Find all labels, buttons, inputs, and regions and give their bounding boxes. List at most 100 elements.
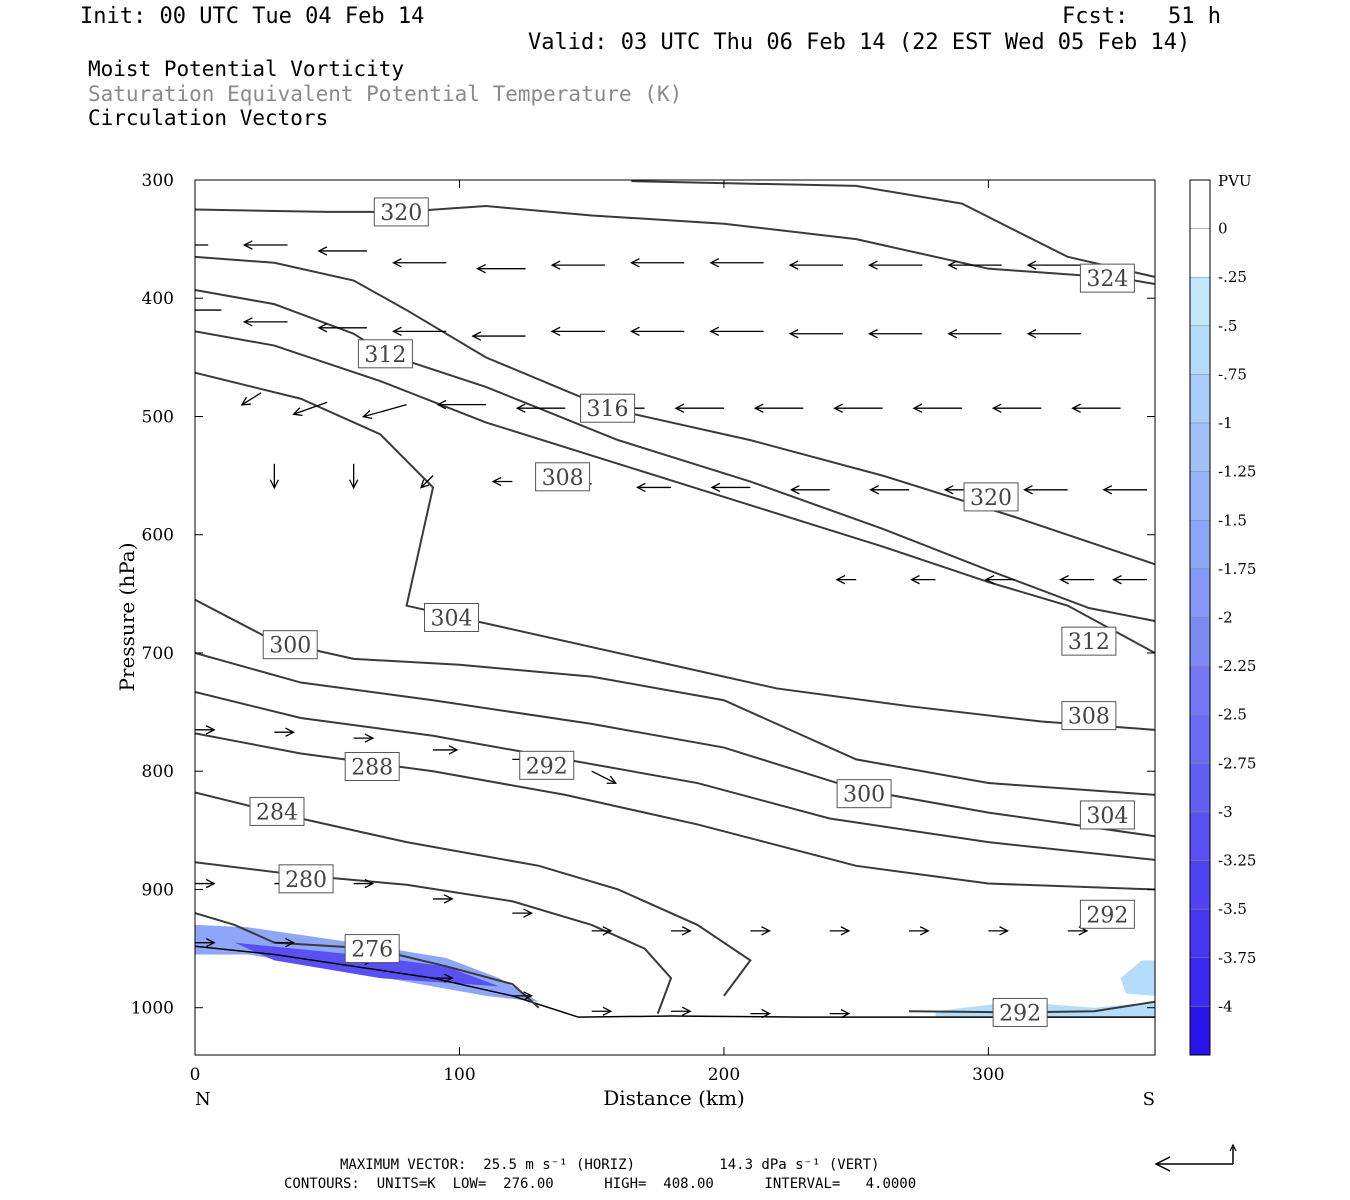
field-label-mpv: Moist Potential Vorticity bbox=[88, 57, 405, 81]
contour-label-text: 324 bbox=[1086, 267, 1128, 292]
vector-head bbox=[674, 403, 685, 413]
contour-label: 308 bbox=[1061, 701, 1117, 731]
contour-label: 300 bbox=[262, 630, 318, 660]
vector-head bbox=[165, 241, 173, 249]
vector-head bbox=[523, 908, 533, 918]
vector-head bbox=[420, 479, 430, 489]
vector-head bbox=[1026, 260, 1037, 270]
vector-head bbox=[242, 240, 253, 250]
vector-head bbox=[550, 260, 561, 270]
vector-head bbox=[868, 329, 878, 339]
x-tick-label: 100 bbox=[443, 1065, 475, 1085]
circulation-vector bbox=[349, 463, 359, 490]
circulation-vector bbox=[835, 574, 857, 585]
vector-shaft bbox=[293, 401, 328, 415]
theta-contour-284 bbox=[195, 791, 752, 997]
colorbar-swatch bbox=[1189, 957, 1211, 1007]
colorbar-swatch bbox=[1189, 374, 1211, 424]
contour-label: 292 bbox=[519, 750, 575, 780]
colorbar-label: -2 bbox=[1218, 609, 1233, 627]
circulation-vector bbox=[242, 240, 288, 250]
x-axis-label: Distance (km) bbox=[603, 1086, 745, 1110]
vector-head bbox=[984, 574, 995, 585]
contour-label-box bbox=[1079, 263, 1135, 293]
circulation-vector bbox=[674, 403, 724, 413]
circulation-vector bbox=[591, 926, 613, 936]
vector-head bbox=[606, 775, 617, 784]
vector-head bbox=[240, 396, 251, 406]
contour-label-box bbox=[580, 393, 636, 423]
contour-label: 320 bbox=[373, 197, 429, 227]
colorbar-swatch bbox=[1189, 276, 1211, 327]
field-label-theta-es: Saturation Equivalent Potential Temperat… bbox=[88, 82, 683, 106]
max-vector-note: MAXIMUM VECTOR: 25.5 m s⁻¹ (HORIZ) 14.3 … bbox=[340, 1157, 880, 1173]
vector-head bbox=[364, 878, 375, 889]
contour-label: 312 bbox=[1061, 626, 1117, 656]
vector-head bbox=[788, 329, 799, 339]
vector-head bbox=[943, 485, 954, 495]
vector-shaft bbox=[363, 404, 407, 418]
vector-head bbox=[868, 260, 878, 270]
circulation-vector bbox=[591, 1006, 613, 1016]
contour-label: 288 bbox=[344, 751, 400, 781]
vector-head bbox=[947, 329, 958, 339]
y-tick-label: 400 bbox=[142, 289, 174, 309]
circulation-vector bbox=[353, 733, 375, 743]
vector-head bbox=[753, 403, 764, 413]
contour-label: 280 bbox=[278, 864, 334, 894]
circulation-vector bbox=[317, 246, 367, 256]
circulation-vector bbox=[242, 317, 288, 327]
y-tick-label: 600 bbox=[142, 526, 174, 546]
contour-label-text: 320 bbox=[380, 201, 422, 226]
contour-label-box bbox=[836, 779, 892, 809]
theta-contour-308 bbox=[195, 330, 1155, 654]
contour-label: 320 bbox=[963, 482, 1019, 512]
contour-label-text: 300 bbox=[843, 783, 885, 808]
contour-label-box bbox=[535, 462, 591, 492]
circulation-vector bbox=[512, 908, 533, 918]
vector-head bbox=[242, 317, 253, 327]
theta-contour-320 bbox=[195, 205, 1155, 286]
circulation-vector bbox=[471, 331, 526, 341]
contour-label-text: 292 bbox=[526, 754, 568, 779]
vector-head bbox=[910, 574, 920, 585]
contour-label-text: 304 bbox=[431, 607, 473, 632]
contour-label-box bbox=[249, 796, 305, 826]
vector-head bbox=[443, 973, 454, 983]
contour-label: 292 bbox=[1079, 899, 1135, 929]
y-tick-label: 900 bbox=[142, 880, 174, 900]
x-tick-label: 300 bbox=[972, 1065, 1004, 1085]
vector-head bbox=[630, 258, 640, 268]
theta-contour-300 bbox=[195, 598, 1155, 796]
contour-label-box bbox=[344, 934, 400, 964]
vector-head bbox=[1023, 485, 1033, 495]
x-endpoint-right: S bbox=[1143, 1089, 1155, 1110]
contour-label: 312 bbox=[357, 339, 413, 369]
circulation-vector bbox=[353, 878, 375, 889]
circulation-vector bbox=[947, 260, 1002, 270]
vector-head bbox=[269, 479, 280, 490]
circulation-vector bbox=[709, 258, 764, 268]
forecast-hour: Fcst: 51 h bbox=[1062, 4, 1221, 29]
circulation-vector bbox=[274, 727, 295, 737]
contour-label-text: 316 bbox=[587, 397, 629, 422]
circulation-vector bbox=[912, 403, 962, 413]
contour-label-box bbox=[344, 751, 400, 781]
circulation-vector bbox=[292, 401, 328, 417]
circulation-vector bbox=[868, 329, 923, 339]
circulation-vector bbox=[476, 264, 526, 274]
field-label-vectors: Circulation Vectors bbox=[88, 106, 329, 130]
contours-note: CONTOURS: UNITS=K LOW= 276.00 HIGH= 408.… bbox=[284, 1176, 917, 1192]
vector-head bbox=[185, 306, 193, 314]
vector-shaft bbox=[241, 392, 262, 406]
contour-label-box bbox=[1079, 899, 1135, 929]
vector-head bbox=[991, 403, 1002, 413]
vector-head bbox=[448, 745, 459, 755]
circulation-vector bbox=[710, 482, 751, 493]
contour-label-box bbox=[262, 630, 318, 660]
vector-head bbox=[349, 479, 359, 490]
plot-frame bbox=[194, 179, 1156, 1056]
colorbar-label: -1.5 bbox=[1218, 511, 1247, 529]
vector-head bbox=[1059, 574, 1069, 585]
